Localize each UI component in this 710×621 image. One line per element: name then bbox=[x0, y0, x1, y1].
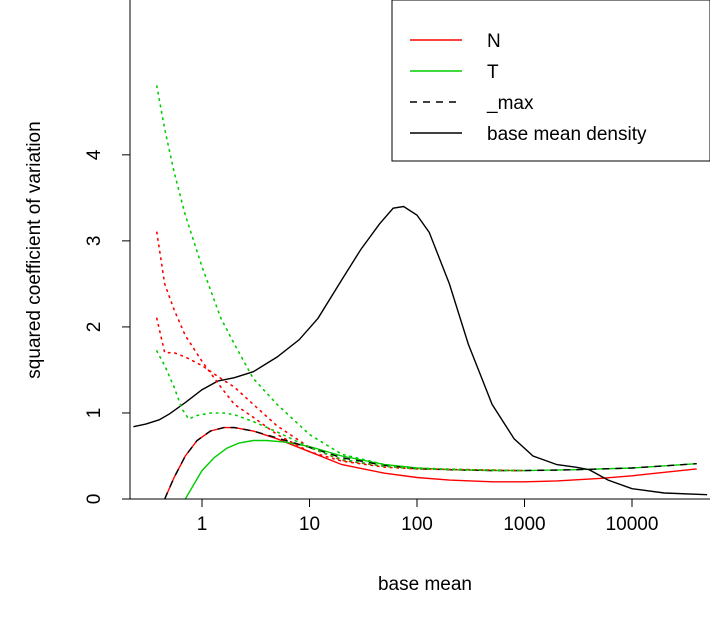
series-base-mean-density bbox=[133, 205, 708, 496]
legend-label: base mean density bbox=[487, 124, 647, 145]
y-tick-label: 3 bbox=[84, 236, 105, 247]
x-tick-label: 10000 bbox=[606, 514, 659, 535]
x-tick-label: 100 bbox=[401, 514, 433, 535]
legend-label: T bbox=[487, 62, 499, 83]
series-max bbox=[164, 426, 697, 499]
series-n bbox=[164, 426, 697, 499]
y-axis: 0 1 2 3 4 bbox=[84, 149, 130, 504]
axes-layer bbox=[129, 0, 710, 500]
dotted-series-2 bbox=[156, 317, 526, 472]
legend-label: _max bbox=[486, 93, 534, 114]
x-axis: 1 10 100 1000 10000 bbox=[197, 499, 659, 535]
legend-label: N bbox=[487, 31, 501, 52]
dotted-series-4 bbox=[156, 350, 526, 472]
y-tick-label: 0 bbox=[84, 494, 105, 505]
series-layer bbox=[133, 85, 708, 499]
y-tick-label: 2 bbox=[84, 322, 105, 333]
legend-box bbox=[391, 0, 710, 162]
dotted-series-1 bbox=[156, 231, 526, 472]
x-tick-label: 1 bbox=[197, 514, 208, 535]
x-tick-label: 1000 bbox=[503, 514, 545, 535]
y-axis-label: squared coefficient of variation bbox=[24, 121, 45, 378]
y-tick-label: 4 bbox=[84, 149, 105, 160]
x-tick-label: 10 bbox=[299, 514, 320, 535]
y-tick-label: 1 bbox=[84, 408, 105, 419]
x-axis-label: base mean bbox=[378, 574, 472, 595]
